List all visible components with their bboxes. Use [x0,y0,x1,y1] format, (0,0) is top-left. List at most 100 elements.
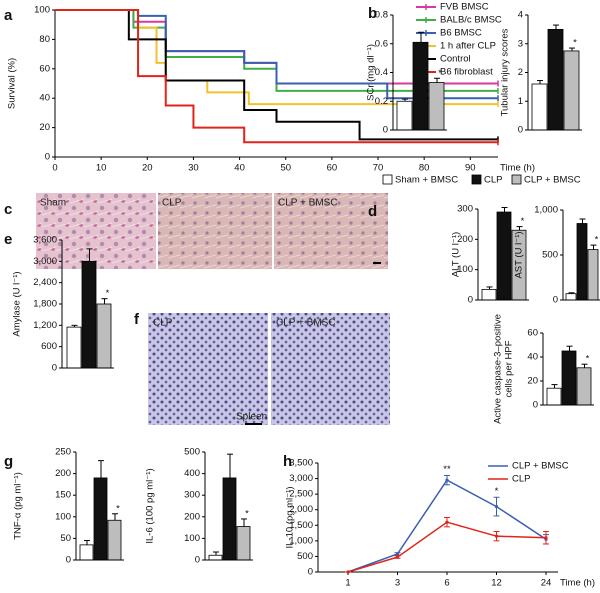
legend-label: CLP + BMSC [512,461,569,472]
y-axis-label: Tubular injury scores [500,28,511,116]
bar [563,50,580,131]
y-tick-label: 4 [518,10,523,21]
y-tick-label: 250 [55,447,71,458]
y-tick-label: 0 [195,555,200,566]
x-tick-label: 10 [96,163,107,174]
y-tick-label: 300 [457,204,473,215]
panel-label: f [134,311,140,328]
legend-label: Sham + BMSC [395,175,458,186]
y-tick-label: 400 [184,468,200,479]
bar [576,223,588,301]
bar [222,477,237,561]
x-tick-label: 1 [345,578,350,589]
micrograph-label: Spleen [236,412,267,423]
y-tick-label: 40 [39,93,50,104]
bar [93,477,108,561]
bar [208,554,223,561]
bar [547,28,564,131]
y-tick-label: 1,200 [33,320,57,331]
significance: * [116,503,120,514]
y-tick-label: 100 [34,5,50,16]
y-tick-label: 2 [518,67,523,78]
x-tick-label: 80 [419,163,430,174]
y-tick-label: 0 [66,555,71,566]
significance: * [438,68,442,79]
y-tick-label: 1,000 [534,205,558,216]
y-tick-label: 100 [184,533,200,544]
y-tick-label: 3,000 [289,473,313,484]
legend-label: CLP [484,175,502,186]
panel-label: h [283,453,292,470]
y-tick-label: 1 [518,96,523,107]
x-tick-label: 70 [373,163,384,174]
significance: * [245,508,249,519]
bar [79,544,94,561]
x-tick-label: 90 [465,163,476,174]
panel-label: b [368,5,377,22]
y-axis-label: IL-6 (100 pg ml⁻¹) [145,468,156,543]
y-tick-label: 0.6 [375,38,388,49]
y-tick-label: 0 [308,567,313,578]
y-tick-label: 80 [39,34,50,45]
bar [96,303,112,369]
y-axis-label: TNF-α (pg ml⁻¹) [13,472,24,540]
x-tick-label: 20 [142,163,153,174]
y-axis-label: Amylase (U l⁻¹) [12,271,23,336]
y-tick-label: 200 [55,468,71,479]
y-tick-label: 2,500 [289,489,313,500]
y-tick-label: 0 [553,295,558,306]
point [346,570,350,574]
panel-label: c [4,201,12,218]
y-tick-label: 0.4 [375,67,388,78]
survival-line [55,9,498,92]
y-tick-label: 0.2 [375,96,388,107]
y-tick-label: 3 [518,38,523,49]
y-tick-label: 1,000 [289,535,313,546]
bar [546,387,562,406]
y-tick-label: 3,000 [33,256,57,267]
y-tick-label: 50 [60,533,71,544]
y-axis-label: AST (U l⁻¹) [514,231,525,278]
micrograph [148,313,268,425]
y-tick-label: 150 [55,490,71,501]
significance: * [586,354,590,365]
significance: * [573,38,577,49]
y-tick-label: 20 [39,122,50,133]
y-tick-label: 0 [383,125,388,136]
significance: * [521,216,525,227]
bar [587,249,599,301]
significance: * [495,486,499,497]
point [395,552,400,556]
bar [561,350,577,406]
bar [428,82,445,131]
legend-swatch [471,174,482,185]
panel-label: g [4,453,13,470]
bar [66,326,82,369]
x-tick-label: 12 [491,578,502,589]
micrograph-label: Sham [40,198,66,209]
micrograph-label: CLP [153,318,173,329]
y-tick-label: 40 [527,352,538,363]
legend-swatch [382,174,393,185]
bar [576,367,592,406]
y-tick-label: 100 [457,264,473,275]
y-axis-label: SCr (mg dl⁻¹) [366,44,377,101]
y-tick-label: 500 [184,447,200,458]
bar [236,526,251,561]
point [494,534,499,538]
survival-line [55,9,498,144]
micrograph-label: CLP [162,198,182,209]
legend-label: Control [440,54,471,65]
y-tick-label: 0 [518,125,523,136]
y-tick-label: 300 [184,490,200,501]
y-axis-label: Active caspase-3–positive [493,314,504,424]
point [395,555,400,559]
y-axis-label: IL-10 (pg ml⁻¹) [285,486,296,548]
legend-label: B6 fibroblast [440,67,493,78]
y-tick-label: 60 [527,328,538,339]
x-tick-label: 60 [327,163,338,174]
y-tick-label: 1,500 [289,520,313,531]
significance: ** [443,464,451,475]
